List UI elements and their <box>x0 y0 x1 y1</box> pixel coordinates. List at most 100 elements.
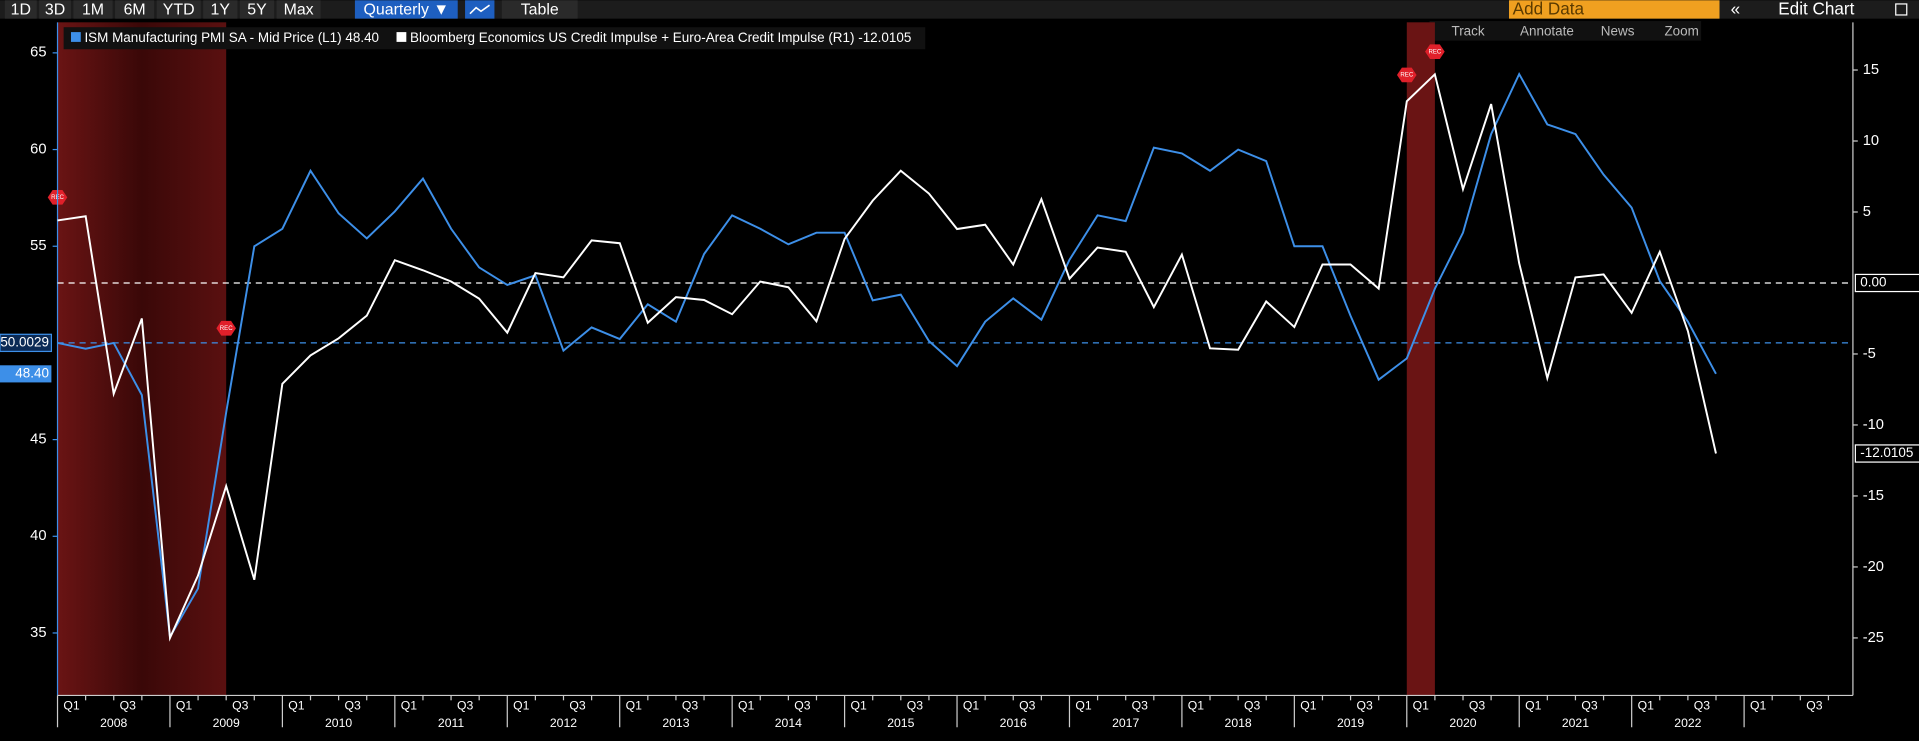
x-tick-label: Q3 <box>1019 699 1036 713</box>
year-label: 2013 <box>662 716 689 730</box>
y2-tick-label: -25 <box>1863 630 1884 646</box>
year-label: 2019 <box>1337 716 1364 730</box>
legend-swatch <box>70 32 81 42</box>
x-tick-label: Q1 <box>513 699 530 713</box>
x-tick-label: Q1 <box>63 699 80 713</box>
legend-box <box>63 27 926 50</box>
y-tick-label: 55 <box>30 238 46 254</box>
x-tick-label: Q3 <box>907 699 924 713</box>
tool-label[interactable]: Track <box>1451 24 1484 39</box>
rec-marker <box>216 320 236 336</box>
range-label[interactable]: 3D <box>45 1 65 18</box>
frequency-label[interactable]: Quarterly ▼ <box>364 1 450 18</box>
legend-label: ISM Manufacturing PMI SA - Mid Price (L1… <box>84 30 379 45</box>
range-button[interactable] <box>39 0 71 19</box>
last-value-label: 48.40 <box>15 365 49 380</box>
tool-bar <box>1429 21 1702 41</box>
x-tick-label: Q1 <box>288 699 305 713</box>
x-tick-label: Q3 <box>1469 699 1486 713</box>
range-button[interactable] <box>73 0 113 19</box>
x-tick-label: Q1 <box>738 699 755 713</box>
tool-label[interactable]: Annotate <box>1520 24 1574 39</box>
tool-label[interactable]: News <box>1601 24 1635 39</box>
range-label[interactable]: 5Y <box>247 1 267 18</box>
y-tick-label: 40 <box>30 528 46 544</box>
year-label: 2018 <box>1225 716 1252 730</box>
x-tick-label: Q1 <box>1750 699 1767 713</box>
frequency-button[interactable] <box>354 0 458 19</box>
table-button[interactable] <box>501 0 578 19</box>
chart-type-icon <box>469 4 491 15</box>
x-tick-label: Q3 <box>682 699 699 713</box>
y-tick-label: 65 <box>30 45 46 61</box>
ref-label: 0.00 <box>1860 275 1886 290</box>
rec-label: REC <box>220 325 233 332</box>
range-label[interactable]: Max <box>284 1 314 18</box>
year-label: 2015 <box>887 716 914 730</box>
recession-shade <box>57 22 227 696</box>
x-tick-label: Q3 <box>1694 699 1711 713</box>
range-button[interactable] <box>239 0 275 19</box>
ref-label-box <box>1854 273 1919 293</box>
year-label: 2016 <box>1000 716 1027 730</box>
y2-tick-label: -10 <box>1863 417 1884 433</box>
legend-label: Bloomberg Economics US Credit Impulse + … <box>410 30 911 45</box>
y2-tick-label: -15 <box>1863 488 1884 504</box>
range-button[interactable] <box>4 0 37 19</box>
year-label: 2012 <box>550 716 577 730</box>
legend-swatch <box>396 32 407 42</box>
y2-tick-label: 15 <box>1863 62 1879 78</box>
ref-label: 50.0029 <box>0 334 49 349</box>
rec-label: REC <box>1428 48 1441 55</box>
range-button[interactable] <box>276 0 321 19</box>
x-tick-label: Q1 <box>176 699 193 713</box>
add-data-input[interactable] <box>1509 0 1720 19</box>
table-label[interactable]: Table <box>521 1 559 18</box>
y-tick-label: 45 <box>30 431 46 447</box>
year-label: 2011 <box>438 716 464 730</box>
ref-label-box <box>0 333 53 353</box>
range-label[interactable]: YTD <box>163 1 195 18</box>
tool-label[interactable]: Zoom <box>1664 24 1698 39</box>
x-tick-label: Q1 <box>1075 699 1092 713</box>
y-tick-label: 60 <box>30 141 46 157</box>
rec-marker <box>1396 67 1417 83</box>
range-label[interactable]: 1M <box>82 1 104 18</box>
x-tick-label: Q3 <box>1356 699 1373 713</box>
x-tick-label: Q3 <box>1132 699 1149 713</box>
last-value-box <box>0 365 52 383</box>
x-tick-label: Q1 <box>1188 699 1205 713</box>
x-tick-label: Q3 <box>457 699 474 713</box>
x-tick-label: Q1 <box>850 699 867 713</box>
series-line <box>57 71 1717 640</box>
range-label[interactable]: 1D <box>11 1 31 18</box>
x-tick-label: Q3 <box>1806 699 1823 713</box>
year-label: 2010 <box>325 716 352 730</box>
range-button[interactable] <box>115 0 155 19</box>
last-value-box <box>1854 444 1919 463</box>
x-tick-label: Q1 <box>1413 699 1430 713</box>
range-label[interactable]: 6M <box>124 1 146 18</box>
x-tick-label: Q3 <box>794 699 811 713</box>
x-tick-label: Q3 <box>1244 699 1261 713</box>
y2-tick-label: 5 <box>1863 204 1871 220</box>
y2-tick-label: -20 <box>1863 559 1884 575</box>
range-button[interactable] <box>203 0 238 19</box>
add-data-label[interactable]: Add Data <box>1513 0 1585 19</box>
settings-icon[interactable] <box>1895 3 1908 16</box>
year-label: 2009 <box>213 716 240 730</box>
last-value-label: -12.0105 <box>1860 445 1913 460</box>
edit-chart-label[interactable]: Edit Chart <box>1778 0 1854 19</box>
range-button[interactable] <box>156 0 201 19</box>
year-label: 2020 <box>1449 716 1476 730</box>
y-tick-label: 35 <box>30 625 46 641</box>
x-tick-label: Q3 <box>1581 699 1598 713</box>
x-tick-label: Q1 <box>626 699 643 713</box>
rec-marker <box>1425 44 1445 60</box>
x-tick-label: Q1 <box>401 699 418 713</box>
range-label[interactable]: 1Y <box>211 1 231 18</box>
x-tick-label: Q3 <box>345 699 362 713</box>
